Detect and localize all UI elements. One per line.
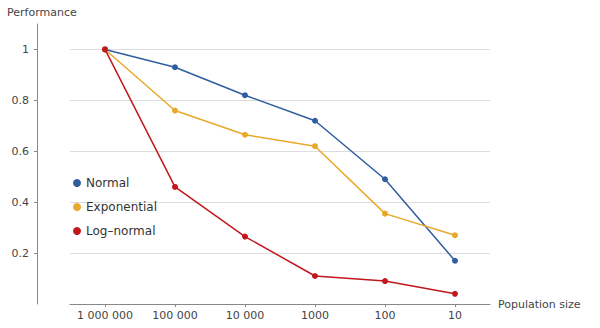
svg-text:Normal: Normal (86, 176, 129, 190)
svg-text:0.8: 0.8 (12, 94, 30, 107)
svg-text:100: 100 (375, 309, 396, 322)
svg-text:Log–normal: Log–normal (86, 224, 155, 238)
svg-text:Population size: Population size (498, 298, 581, 311)
svg-text:1: 1 (22, 43, 29, 56)
svg-text:0.6: 0.6 (12, 145, 30, 158)
svg-text:0.4: 0.4 (12, 196, 30, 209)
svg-text:Exponential: Exponential (86, 200, 157, 214)
svg-text:10 000: 10 000 (226, 309, 265, 322)
svg-text:Performance: Performance (7, 6, 77, 19)
svg-text:1000: 1000 (301, 309, 329, 322)
svg-text:1 000 000: 1 000 000 (77, 309, 133, 322)
svg-text:10: 10 (448, 309, 462, 322)
svg-text:0.2: 0.2 (12, 247, 30, 260)
svg-text:100 000: 100 000 (152, 309, 198, 322)
